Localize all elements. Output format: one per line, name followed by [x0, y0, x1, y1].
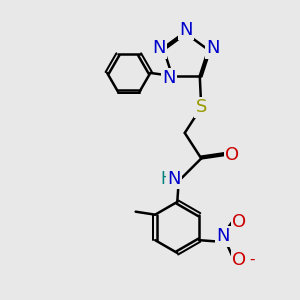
Text: N: N	[167, 169, 181, 188]
Text: N: N	[152, 39, 166, 57]
Text: N: N	[217, 227, 230, 245]
Text: -: -	[249, 252, 254, 267]
Text: H: H	[160, 169, 172, 188]
Text: N: N	[206, 39, 220, 57]
Text: S: S	[196, 98, 207, 116]
Text: N: N	[163, 69, 176, 87]
Text: O: O	[232, 213, 246, 231]
Text: O: O	[232, 251, 246, 269]
Text: N: N	[179, 21, 193, 39]
Text: O: O	[225, 146, 239, 164]
